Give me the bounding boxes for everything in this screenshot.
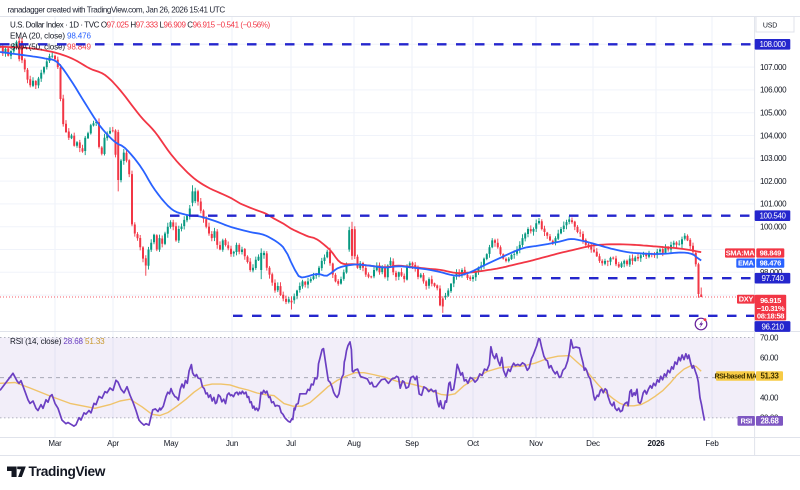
svg-text:105.000: 105.000 — [760, 109, 787, 118]
svg-text:U.S. Dollar Index · 1D · TVC O: U.S. Dollar Index · 1D · TVC O97.025 H97… — [10, 21, 270, 30]
svg-text:EMA: EMA — [738, 259, 754, 268]
svg-text:May: May — [164, 439, 179, 448]
svg-text:97.740: 97.740 — [761, 274, 784, 283]
svg-text:Jun: Jun — [226, 439, 238, 448]
svg-text:96.915: 96.915 — [760, 296, 782, 305]
svg-text:107.000: 107.000 — [760, 63, 787, 72]
svg-text:08:18:58: 08:18:58 — [757, 312, 784, 321]
svg-text:−10.31%: −10.31% — [757, 304, 785, 313]
svg-text:103.000: 103.000 — [760, 154, 787, 163]
svg-text:SMA (50, close) 98.849: SMA (50, close) 98.849 — [10, 43, 91, 52]
svg-text:Mar: Mar — [48, 439, 62, 448]
svg-text:40.00: 40.00 — [760, 394, 779, 403]
svg-text:96.210: 96.210 — [761, 322, 784, 331]
svg-text:70.00: 70.00 — [760, 333, 779, 342]
svg-text:ranadagger created with Tradin: ranadagger created with TradingView.com,… — [8, 5, 226, 14]
svg-text:Nov: Nov — [529, 439, 543, 448]
svg-text:EMA (20, close) 98.476: EMA (20, close) 98.476 — [10, 32, 91, 41]
svg-text:102.000: 102.000 — [760, 177, 787, 186]
svg-text:51.33: 51.33 — [760, 372, 779, 381]
svg-text:106.000: 106.000 — [760, 86, 787, 95]
svg-text:100.540: 100.540 — [759, 212, 786, 221]
svg-text:104.000: 104.000 — [760, 131, 787, 140]
svg-text:Dec: Dec — [586, 439, 600, 448]
svg-text:28.68: 28.68 — [760, 417, 779, 426]
svg-text:RSI: RSI — [740, 416, 752, 425]
svg-text:Sep: Sep — [405, 439, 419, 448]
svg-text:101.000: 101.000 — [760, 200, 787, 209]
svg-text:RSI (14, close) 28.68 51.33: RSI (14, close) 28.68 51.33 — [10, 337, 105, 346]
svg-text:TradingView: TradingView — [29, 464, 106, 479]
svg-text:98.476: 98.476 — [760, 259, 782, 268]
svg-text:60.00: 60.00 — [760, 353, 779, 362]
svg-text:Aug: Aug — [347, 439, 361, 448]
svg-text:USD: USD — [763, 22, 777, 29]
svg-text:DXY: DXY — [739, 295, 754, 304]
svg-text:Oct: Oct — [467, 439, 480, 448]
svg-text:Apr: Apr — [107, 439, 119, 448]
svg-text:Feb: Feb — [705, 439, 719, 448]
svg-text:108.000: 108.000 — [759, 40, 786, 49]
svg-text:100.000: 100.000 — [760, 223, 787, 232]
svg-text:98.849: 98.849 — [760, 248, 782, 257]
svg-text:98.000: 98.000 — [760, 268, 783, 277]
svg-text:RSI-based MA: RSI-based MA — [714, 374, 756, 381]
svg-text:Jul: Jul — [286, 439, 296, 448]
svg-text:2026: 2026 — [648, 439, 666, 448]
svg-text:SMA:MA: SMA:MA — [726, 248, 756, 257]
